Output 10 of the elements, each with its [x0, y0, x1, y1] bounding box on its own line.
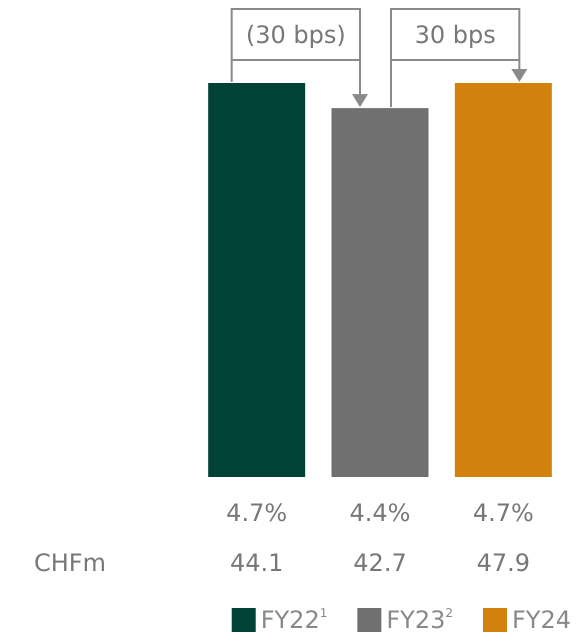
- data-label: 4.7%: [226, 499, 288, 527]
- text: (30 bps): [246, 20, 346, 48]
- text: 47.9: [476, 549, 530, 577]
- legend-label: FY24: [512, 606, 572, 634]
- text: CHFm: [34, 549, 106, 577]
- data-label: 4.4%: [350, 499, 410, 527]
- text: 42.7: [353, 549, 407, 577]
- text: 44.1: [230, 549, 284, 577]
- data-label: 4.7%: [472, 499, 534, 527]
- text: 30 bps: [414, 20, 496, 48]
